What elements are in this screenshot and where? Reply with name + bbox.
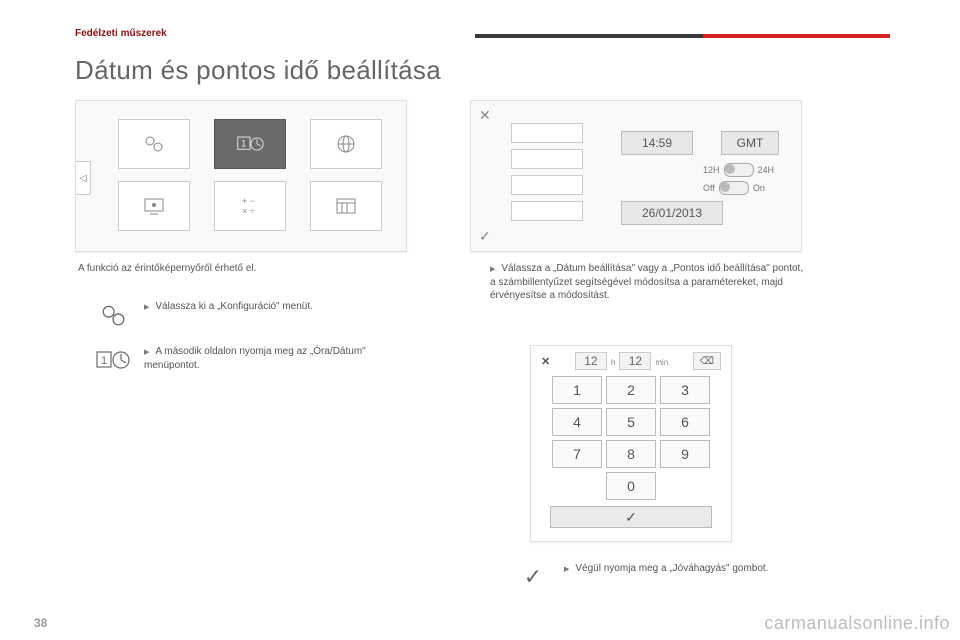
toggle-off-on: Off On — [703, 181, 765, 195]
header-accent-bar — [475, 34, 890, 38]
section-label: Fedélzeti műszerek — [75, 28, 167, 39]
field-stub — [511, 149, 583, 169]
backspace-icon: ⌫ — [693, 352, 721, 370]
timezone-box: GMT — [721, 131, 779, 155]
calendar-clock-icon: 1 — [236, 132, 264, 156]
math-icon: + −× ÷ — [236, 194, 264, 218]
keypad-confirm-button: ✓ — [550, 506, 712, 528]
field-stub — [511, 123, 583, 143]
step-text: Válassza ki a „Konfiguráció" menüt. — [144, 300, 313, 314]
tile-clock-date: 1 — [214, 119, 286, 169]
field-stub — [511, 175, 583, 195]
screen-icon — [140, 194, 168, 218]
caption-touchscreen-note: A funkció az érintőképernyőről érhető el… — [78, 262, 378, 276]
toggle-label-left: 12H — [703, 165, 720, 175]
tile-system — [310, 181, 382, 231]
gears-icon — [140, 132, 168, 156]
key-8: 8 — [606, 440, 656, 468]
svg-text:1: 1 — [241, 139, 246, 149]
svg-text:1: 1 — [101, 355, 107, 367]
key-5: 5 — [606, 408, 656, 436]
step-text: A második oldalon nyomja meg az „Óra/Dát… — [144, 345, 416, 372]
close-icon: ✕ — [479, 107, 491, 124]
hour-value: 12 — [575, 352, 607, 370]
hour-unit: h — [611, 358, 615, 367]
watermark: carmanualsonline.info — [764, 613, 950, 634]
key-6: 6 — [660, 408, 710, 436]
exit-tab-icon: ◁ — [76, 161, 91, 195]
checkmark-icon: ✓ — [516, 562, 550, 592]
close-icon: ✕ — [541, 355, 550, 368]
step-clock-date-menu: 1 A második oldalon nyomja meg az „Óra/D… — [96, 345, 416, 375]
step-confirm: ✓ Végül nyomja meg a „Jóváhagyás" gombot… — [516, 562, 836, 592]
field-stub — [511, 201, 583, 221]
tile-settings — [118, 119, 190, 169]
min-value: 12 — [619, 352, 651, 370]
calendar-icon — [332, 194, 360, 218]
page-title: Dátum és pontos idő beállítása — [75, 55, 441, 86]
gears-icon — [96, 300, 130, 330]
key-0: 0 — [606, 472, 656, 500]
toggle-switch-icon — [724, 163, 754, 177]
time-value-box: 14:59 — [621, 131, 693, 155]
key-3: 3 — [660, 376, 710, 404]
svg-text:+ −: + − — [242, 196, 255, 206]
step-text: Végül nyomja meg a „Jóváhagyás" gombot. — [564, 562, 769, 576]
date-value-box: 26/01/2013 — [621, 201, 723, 225]
settings-field-list — [511, 123, 583, 221]
step-open-config: Válassza ki a „Konfiguráció" menüt. — [96, 300, 416, 330]
key-9: 9 — [660, 440, 710, 468]
screenshot-config-menu: ◁ 1 + −× ÷ — [75, 100, 407, 252]
tile-screen — [118, 181, 190, 231]
tile-language — [310, 119, 382, 169]
tile-units: + −× ÷ — [214, 181, 286, 231]
toggle-label-right: 24H — [758, 165, 775, 175]
key-2: 2 — [606, 376, 656, 404]
config-tiles-grid: 1 + −× ÷ — [118, 119, 382, 231]
screenshot-date-time-settings: ✕ ✓ 14:59 GMT 26/01/2013 12H 24H Off On — [470, 100, 802, 252]
calendar-clock-icon: 1 — [96, 345, 130, 375]
key-1: 1 — [552, 376, 602, 404]
manual-page: Fedélzeti műszerek Dátum és pontos idő b… — [0, 0, 960, 640]
page-number: 38 — [34, 616, 47, 630]
globe-icon — [332, 132, 360, 156]
caption-select-date-time: Válassza a „Dátum beállítása" vagy a „Po… — [490, 262, 810, 303]
key-4: 4 — [552, 408, 602, 436]
confirm-icon: ✓ — [479, 228, 491, 245]
toggle-switch-icon — [719, 181, 749, 195]
key-7: 7 — [552, 440, 602, 468]
screenshot-numeric-keypad: ✕ 12 h 12 min ⌫ 1 2 3 4 5 6 7 8 9 0 ✓ — [530, 345, 732, 542]
toggle-label-left: Off — [703, 183, 715, 193]
keypad-top-row: ✕ 12 h 12 min ⌫ — [531, 346, 731, 372]
toggle-label-right: On — [753, 183, 765, 193]
min-unit: min — [655, 358, 668, 367]
svg-text:× ÷: × ÷ — [242, 206, 255, 216]
hour-min-display: 12 h 12 min — [575, 352, 668, 370]
toggle-12h-24h: 12H 24H — [703, 163, 774, 177]
numeric-keypad: 1 2 3 4 5 6 7 8 9 0 — [531, 376, 731, 500]
